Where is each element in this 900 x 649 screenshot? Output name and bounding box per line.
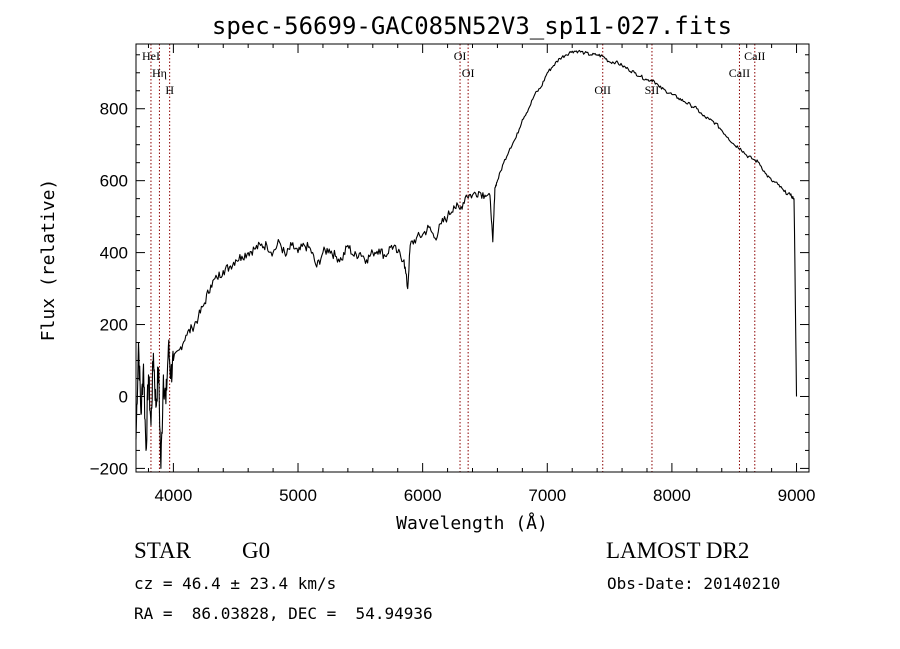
object-subclass: G0 [242,538,271,563]
observation-date: Obs-Date: 20140210 [607,574,781,593]
object-class: STAR [134,538,191,563]
redshift-velocity: cz = 46.4 ± 23.4 km/s [134,574,337,593]
spectrum-series-line [135,49,798,469]
spectral-line-label: SII [645,83,660,97]
spectral-line-label: OI [462,66,475,80]
y-tick-label: 200 [100,316,128,335]
plot-frame [135,43,810,473]
y-tick-label: −200 [90,459,128,478]
x-tick-label: 9000 [778,486,816,505]
x-axis-label: Wavelength (Å) [396,512,548,534]
spectral-line-markers [150,44,756,472]
coordinates: RA = 86.03828, DEC = 54.94936 [134,604,433,623]
y-tick-label: 0 [119,387,128,406]
x-tick-label: 4000 [154,486,192,505]
y-tick-label: 600 [100,172,128,191]
x-tick-label: 5000 [279,486,317,505]
x-axis-ticks: 4000 5000 6000 7000 8000 9000 [147,44,816,505]
survey-name: LAMOST DR2 [606,538,750,563]
spectral-line-label: CaII [729,66,750,80]
x-tick-label: 7000 [528,486,566,505]
y-axis-label: Flux (relative) [38,179,59,342]
spectral-line-label: OI [454,49,467,63]
spectral-line-label: H [165,83,174,97]
spectral-line-label: HeI [142,49,160,63]
spectral-line-label: CaII [744,49,765,63]
spectral-line-labels: HeI Hη H OI OI OII SII CaII CaII [142,49,765,97]
chart-title: spec-56699-GAC085N52V3_sp11-027.fits [212,12,732,40]
y-axis-ticks: −200 0 200 400 600 800 [90,54,809,478]
spectral-line-label: Hη [152,66,167,80]
y-tick-label: 800 [100,100,128,119]
x-tick-label: 8000 [653,486,691,505]
y-tick-label: 400 [100,244,128,263]
x-tick-label: 6000 [404,486,442,505]
spectral-line-label: OII [594,83,611,97]
